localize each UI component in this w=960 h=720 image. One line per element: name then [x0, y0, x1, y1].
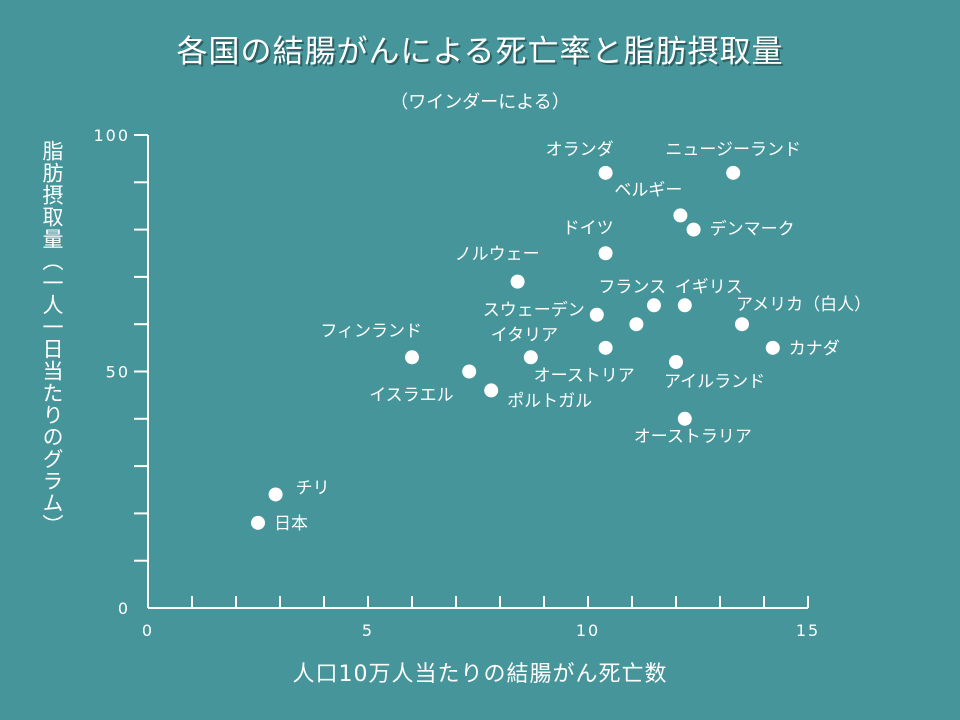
data-point: [726, 165, 741, 180]
point-label: カナダ: [789, 339, 840, 359]
point-label: オランダ: [546, 140, 614, 160]
data-point: [677, 411, 692, 426]
point-label: ノルウェー: [455, 245, 540, 265]
data-point: [629, 317, 644, 332]
data-point: [484, 383, 499, 398]
axes: [134, 134, 809, 609]
y-tick-label: 100: [93, 126, 130, 145]
point-label: デンマーク: [710, 219, 795, 240]
data-point: [598, 340, 613, 355]
data-point: [598, 246, 613, 261]
data-point: [589, 307, 604, 322]
data-point: [405, 350, 419, 365]
x-tick-label: 0: [142, 621, 154, 640]
y-axis-label: 脂肪摂取量（一人一日当たりのグラム）: [40, 140, 64, 536]
point-label: ベルギー: [614, 180, 682, 200]
point-label: チリ: [296, 478, 330, 498]
data-point: [765, 340, 780, 355]
point-label: イギリス: [675, 277, 743, 297]
point-label: イスラエル: [369, 386, 454, 406]
y-tick-label: 0: [118, 599, 130, 618]
data-point: [251, 515, 265, 530]
y-tick-label: 50: [106, 363, 130, 382]
data-point: [268, 487, 283, 502]
data-point: [523, 350, 538, 365]
point-label: アイルランド: [664, 372, 765, 392]
point-label: イタリア: [491, 325, 558, 345]
data-point: [735, 317, 749, 332]
chart-subtitle: （ワインダーによる）: [390, 92, 570, 113]
data-point: [510, 274, 525, 289]
data-point: [598, 165, 613, 180]
point-label: ポルトガル: [507, 391, 592, 411]
point-label: オーストリア: [534, 366, 635, 386]
point-label: フランス: [598, 277, 666, 297]
data-point: [677, 298, 692, 313]
point-label: スウェーデン: [483, 300, 585, 321]
data-point: [647, 298, 661, 313]
data-point: [673, 208, 688, 223]
point-label: フィンランド: [320, 321, 422, 341]
x-tick-label: 10: [576, 621, 600, 640]
point-label: ドイツ: [563, 218, 614, 238]
tick-labels: 0 50 100 0 5 10 15: [93, 126, 820, 640]
chart-title: 各国の結腸がんによる死亡率と脂肪摂取量: [176, 34, 784, 70]
point-label: オーストラリア: [634, 427, 752, 447]
x-axis-label: 人口10万人当たりの結腸がん死亡数: [292, 662, 668, 687]
data-points: [251, 165, 780, 530]
point-label: ニュージーランド: [665, 140, 801, 160]
point-label: 日本: [274, 514, 308, 534]
x-tick-label: 15: [796, 621, 820, 640]
x-tick-label: 5: [362, 621, 374, 640]
data-point: [669, 355, 683, 370]
point-label: アメリカ（白人）: [736, 295, 871, 315]
data-point: [462, 364, 477, 379]
data-point: [686, 222, 701, 237]
